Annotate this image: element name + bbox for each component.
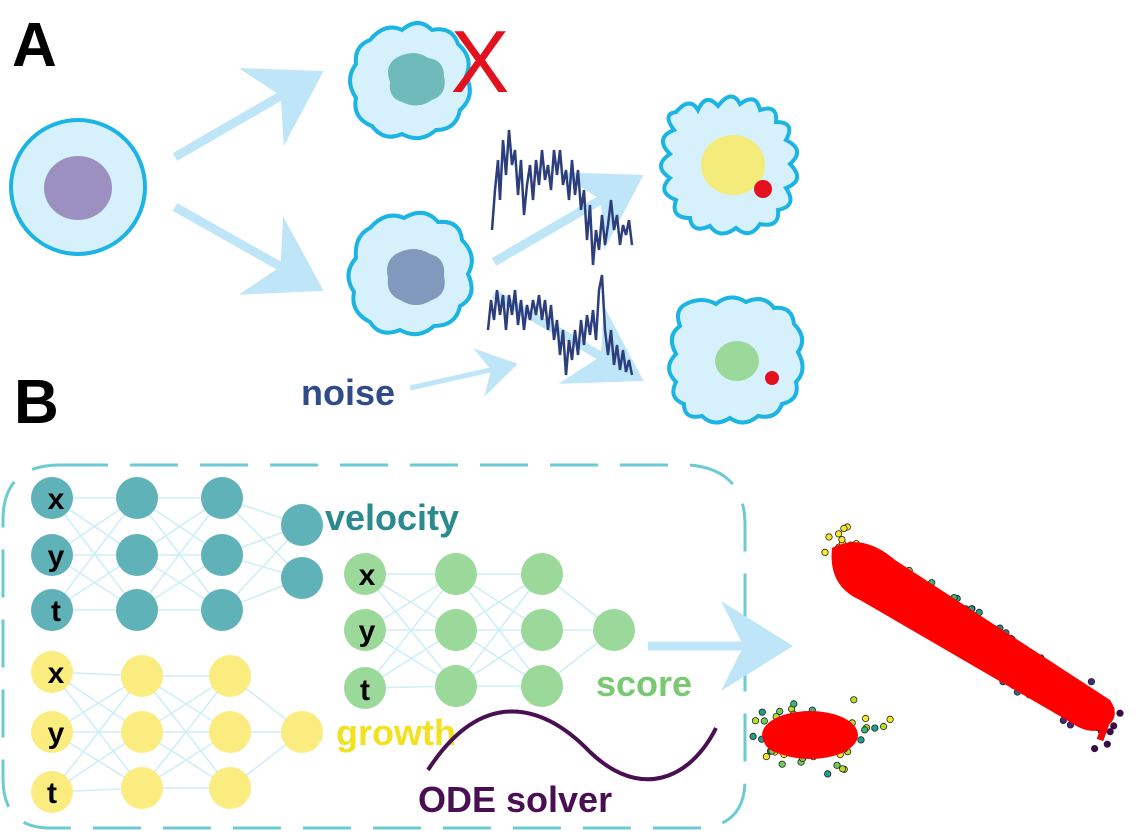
scatter-point [762,752,771,761]
scatter-point [824,770,832,778]
scatter-point [1091,744,1099,753]
cell-death-mark: X [451,12,510,111]
velocity-input-t: t [51,595,61,628]
ode-solver-curve [426,709,718,782]
score-network-edges [364,573,615,689]
scatter-point [1087,678,1096,686]
progenitor-cell [346,210,474,337]
scatter-point [840,524,848,533]
score-label: score [596,663,692,704]
velocity-input-x: x [48,483,65,516]
scatter-point [861,714,870,723]
scatter-point [751,717,760,725]
noise-label: noise [301,372,395,413]
growth-label: growth [336,712,456,753]
growth-input-t: t [47,777,57,810]
predicted-trajectories [762,542,1115,759]
scatter-point [825,533,833,541]
score-input-y: y [359,615,376,648]
scatter-point [776,707,784,716]
scatter-point [871,724,879,732]
scatter-point [790,700,798,708]
score-input-t: t [360,674,370,707]
scatter-point [857,736,865,744]
score-network-nodes [344,553,635,709]
scatter-point [749,732,757,741]
velocity-network-edges [51,497,303,611]
scatter-point [760,717,768,725]
scatter-point [838,765,847,773]
score-input-x: x [359,559,376,592]
velocity-network-nodes [31,477,323,631]
arrow-to-progenitor-cell [172,203,324,295]
growth-input-x: x [48,657,65,690]
ode-solver-label: ODE solver [418,779,612,820]
stem-cell [9,118,147,256]
noise-arrow [409,348,518,397]
yellow-cell [659,94,799,236]
velocity-input-y: y [48,540,65,573]
panel-label-a: A [12,11,57,80]
scatter-point [886,715,894,724]
scatter-point [1106,728,1114,736]
growth-network-edges [51,671,303,793]
panel-label-b: B [14,368,59,437]
dying-cell [348,21,472,141]
scatter-point [850,696,858,704]
growth-input-y: y [48,717,65,750]
scatter-point [833,761,841,769]
scatter-point [879,722,888,731]
scatter-point [838,535,846,544]
noise-trace-lower [486,274,634,376]
arrow-to-dying-cell [172,68,324,161]
scatter-point [1110,722,1118,730]
scatter-point [861,726,869,734]
scatter-point [778,760,786,768]
model-box [1,463,747,830]
arrow-to-yellow-cell [491,172,644,266]
green-cell [667,295,805,425]
velocity-label: velocity [325,497,459,538]
scatter-point [1116,709,1124,717]
scatter-point [1103,740,1111,748]
scatter-point [834,530,843,538]
scatter-point [821,548,829,557]
noise-trace-upper [490,129,634,266]
growth-network-nodes [31,651,323,813]
scatter-point [758,708,766,716]
